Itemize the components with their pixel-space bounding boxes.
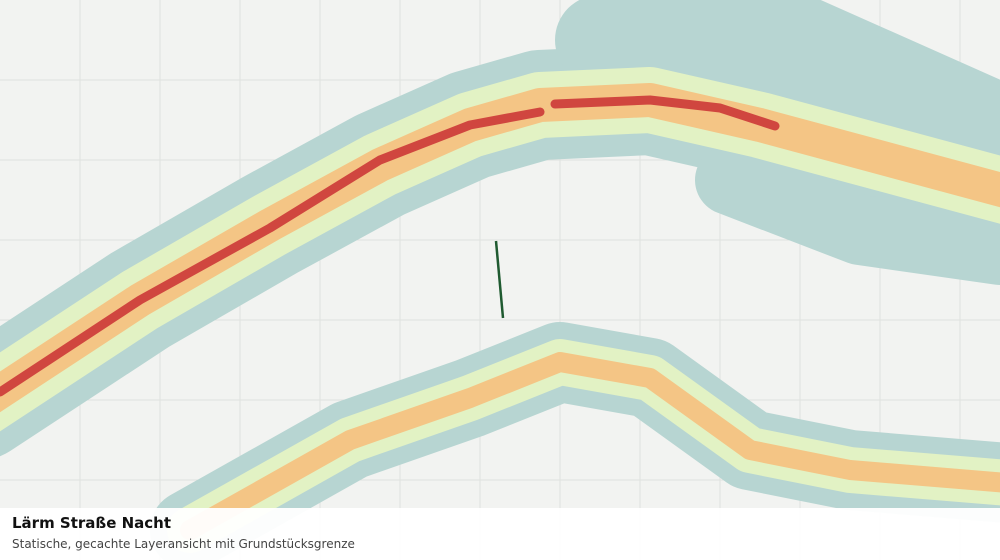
legend-panel: Lärm Straße Nacht Statische, gecachte La… — [0, 508, 1000, 560]
parcel-boundary — [494, 240, 505, 319]
layer-title: Lärm Straße Nacht — [12, 514, 172, 532]
noise-lower — [150, 322, 1000, 560]
layer-subtitle: Statische, gecachte Layeransicht mit Gru… — [12, 537, 355, 551]
noise-upper — [0, 0, 1000, 456]
